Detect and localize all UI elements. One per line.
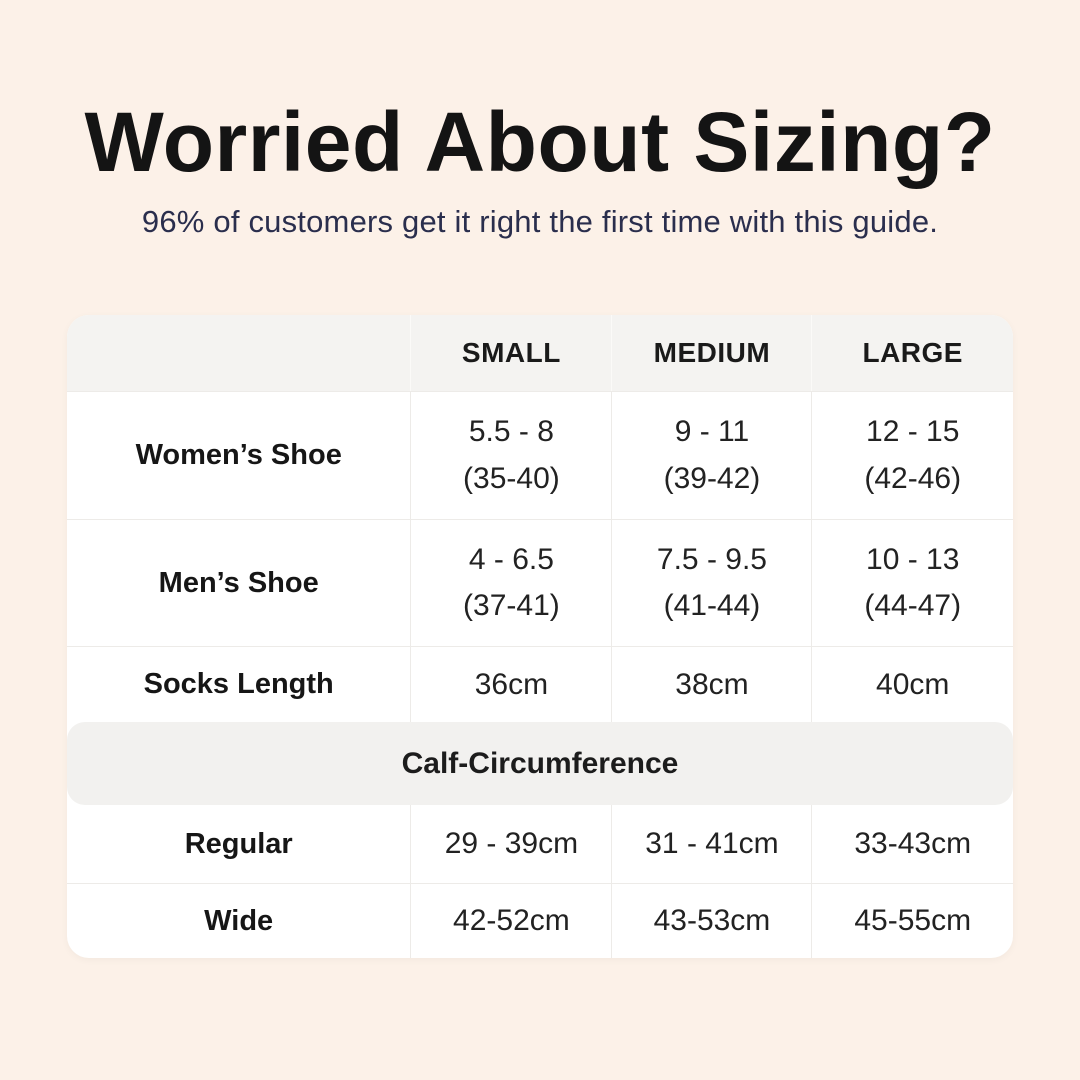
table-cell: 40cm xyxy=(811,647,1012,722)
row-label: Regular xyxy=(184,827,293,860)
table-cell: 31 - 41cm xyxy=(611,805,811,883)
table-cell: 43-53cm xyxy=(611,884,811,958)
header-cell-blank xyxy=(67,315,410,391)
header-cell-small: SMALL xyxy=(410,315,611,391)
table-cell: 9 - 11 (39-42) xyxy=(611,392,811,519)
table-cell: 10 - 13 (44-47) xyxy=(811,520,1012,646)
table-row-mens-shoe: Men’s Shoe 4 - 6.5 (37-41) 7.5 - 9.5 (41… xyxy=(67,519,1013,646)
table-cell: 42-52cm xyxy=(410,884,611,958)
table-cell: 4 - 6.5 (37-41) xyxy=(410,520,611,646)
table-row-womens-shoe: Women’s Shoe 5.5 - 8 (35-40) 9 - 11 (39-… xyxy=(67,391,1013,519)
page-subtitle: 96% of customers get it right the first … xyxy=(141,204,939,240)
page-header: Worried About Sizing? 96% of customers g… xyxy=(0,0,1080,240)
page-title: Worried About Sizing? xyxy=(84,95,996,189)
sizing-table: SMALL MEDIUM LARGE Women’s Shoe 5.5 - 8 … xyxy=(67,315,1013,958)
row-label: Women’s Shoe xyxy=(135,439,342,471)
table-cell: 33-43cm xyxy=(811,805,1012,883)
header-cell-large: LARGE xyxy=(811,315,1012,391)
row-label: Wide xyxy=(204,904,274,937)
row-label: Men’s Shoe xyxy=(158,566,319,599)
table-row-socks-length: Socks Length 36cm 38cm 40cm xyxy=(67,646,1013,722)
table-cell: 12 - 15 (42-46) xyxy=(811,392,1012,519)
section-header-calf-circumference: Calf-Circumference xyxy=(67,722,1013,805)
row-label: Socks Length xyxy=(143,668,334,700)
table-cell: 38cm xyxy=(611,647,811,722)
table-cell: 7.5 - 9.5 (41-44) xyxy=(611,520,811,646)
table-row-regular: Regular 29 - 39cm 31 - 41cm 33-43cm xyxy=(67,805,1013,883)
table-cell: 29 - 39cm xyxy=(410,805,611,883)
header-cell-medium: MEDIUM xyxy=(611,315,811,391)
table-cell: 36cm xyxy=(410,647,611,722)
table-row-wide: Wide 42-52cm 43-53cm 45-55cm xyxy=(67,883,1013,958)
table-header-row: SMALL MEDIUM LARGE xyxy=(67,315,1013,391)
section-header-row: Calf-Circumference xyxy=(67,722,1013,805)
table-cell: 45-55cm xyxy=(811,884,1012,958)
table-cell: 5.5 - 8 (35-40) xyxy=(410,392,611,519)
